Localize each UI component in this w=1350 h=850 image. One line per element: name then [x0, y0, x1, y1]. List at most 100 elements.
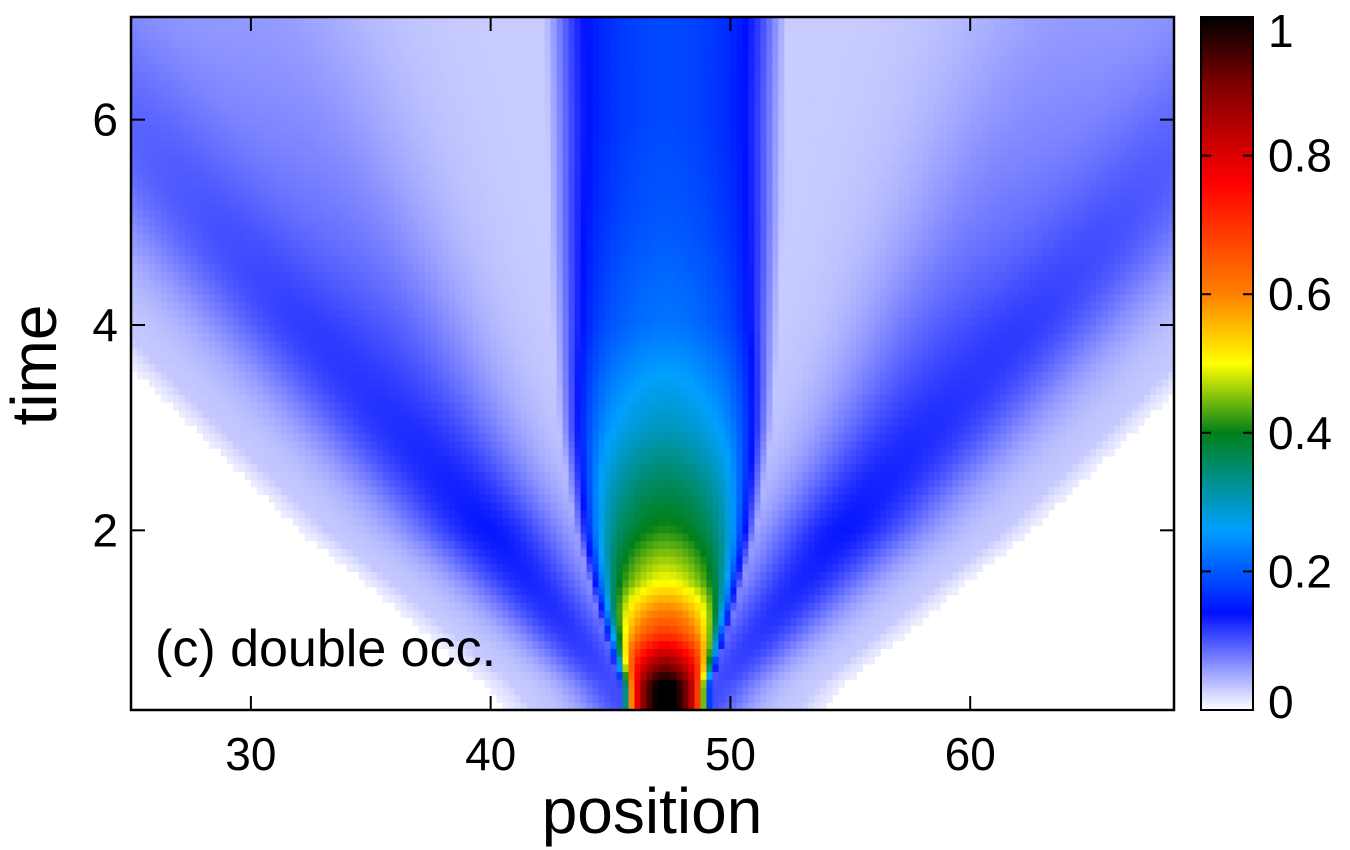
heatmap-cell [832, 671, 839, 680]
heatmap-cell [376, 402, 384, 411]
heatmap-cell [310, 378, 318, 388]
heatmap-cell [964, 440, 971, 449]
heatmap-cell [670, 602, 678, 611]
heatmap-cell [550, 625, 558, 634]
heatmap-cell [580, 448, 588, 457]
heatmap-cell [634, 633, 642, 642]
heatmap-cell [592, 648, 600, 657]
heatmap-cell [622, 440, 630, 449]
heatmap-cell [286, 455, 294, 465]
heatmap-cell [742, 563, 749, 572]
heatmap-cell [412, 571, 420, 580]
heatmap-cell [982, 463, 989, 472]
heatmap-cell [724, 463, 732, 472]
heatmap-cell [598, 448, 606, 457]
heatmap-cell [790, 694, 797, 703]
heatmap-cell [532, 417, 540, 426]
heatmap-cell [442, 463, 450, 472]
heatmap-cell [592, 371, 600, 380]
heatmap-cell [1036, 509, 1043, 519]
heatmap-cell [1036, 417, 1043, 426]
heatmap-cell [610, 402, 618, 411]
heatmap-cell [940, 517, 947, 526]
heatmap-cell [256, 440, 264, 449]
heatmap-cell [622, 455, 630, 465]
heatmap-cell [598, 440, 606, 449]
heatmap-cell [1000, 425, 1007, 434]
heatmap-cell [640, 409, 648, 418]
heatmap-cell [670, 548, 678, 557]
heatmap-cell [862, 563, 869, 572]
heatmap-cell [1000, 525, 1007, 534]
heatmap-cell [838, 679, 845, 688]
heatmap-cell [814, 563, 821, 572]
heatmap-cell [424, 479, 432, 488]
heatmap-cell [730, 394, 738, 403]
heatmap-cell [592, 633, 600, 642]
heatmap-cell [364, 579, 372, 588]
heatmap-cell [598, 679, 606, 688]
heatmap-cell [514, 609, 522, 619]
heatmap-cell [1084, 440, 1091, 449]
heatmap-cell [388, 556, 396, 565]
heatmap-cell [484, 371, 492, 380]
heatmap-cell [640, 440, 648, 449]
heatmap-cell [652, 663, 660, 673]
heatmap-cell [820, 486, 827, 495]
heatmap-cell [544, 517, 552, 526]
heatmap-cell [736, 386, 744, 395]
heatmap-cell [928, 440, 935, 449]
heatmap-cell [388, 525, 396, 534]
heatmap-cell [754, 702, 761, 711]
heatmap-cell [904, 540, 911, 549]
heatmap-cell [490, 625, 498, 634]
heatmap-cell [310, 532, 318, 542]
heatmap-cell [916, 425, 923, 434]
heatmap-cell [1018, 517, 1025, 526]
heatmap-cell [886, 378, 893, 388]
heatmap-cell [700, 502, 708, 511]
heatmap-cell [850, 617, 857, 626]
heatmap-cell [298, 502, 306, 511]
heatmap-cell [838, 556, 845, 565]
heatmap-cell [412, 371, 420, 380]
heatmap-cell [1048, 425, 1055, 434]
heatmap-cell [376, 548, 384, 557]
heatmap-cell [838, 532, 845, 542]
heatmap-cell [742, 494, 749, 503]
heatmap-cell [532, 602, 540, 611]
heatmap-cell [388, 563, 396, 572]
heatmap-cell [862, 571, 869, 580]
heatmap-cell [478, 432, 486, 442]
heatmap-cell [904, 479, 911, 488]
heatmap-cell [994, 486, 1001, 495]
heatmap-cell [1072, 455, 1079, 465]
heatmap-cell [904, 394, 911, 403]
heatmap-cell [736, 455, 744, 465]
heatmap-cell [946, 556, 953, 565]
heatmap-cell [886, 571, 893, 580]
heatmap-cell [436, 479, 444, 488]
heatmap-cell [388, 417, 396, 426]
heatmap-cell [856, 579, 863, 588]
heatmap-cell [1084, 378, 1091, 388]
heatmap-cell [652, 402, 660, 411]
heatmap-cell [448, 571, 456, 580]
heatmap-cell [418, 479, 426, 488]
heatmap-cell [1012, 432, 1019, 442]
heatmap-cell [838, 602, 845, 611]
heatmap-cell [268, 463, 276, 472]
heatmap-cell [616, 440, 624, 449]
heatmap-cell [994, 455, 1001, 465]
heatmap-cell [934, 394, 941, 403]
heatmap-cell [682, 586, 690, 596]
heatmap-cell [1126, 378, 1133, 388]
heatmap-cell [598, 417, 606, 426]
heatmap-cell [322, 486, 330, 495]
heatmap-cell [472, 625, 480, 634]
heatmap-cell [514, 479, 522, 488]
heatmap-cell [1054, 402, 1061, 411]
heatmap-cell [1060, 386, 1067, 395]
heatmap-cell [604, 471, 612, 480]
heatmap-cell [586, 525, 594, 534]
